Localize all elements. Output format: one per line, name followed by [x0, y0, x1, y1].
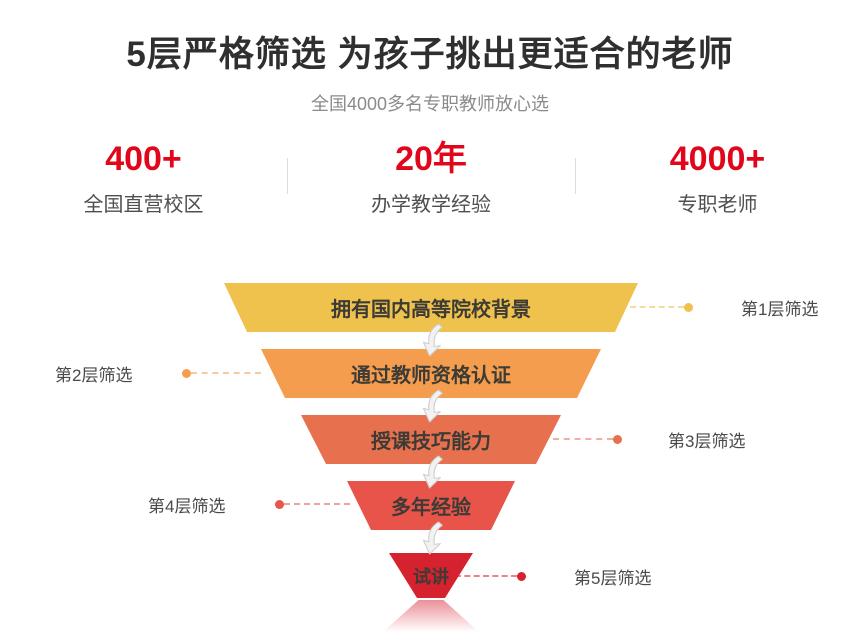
stat-campuses: 400+ 全国直营校区 [0, 138, 287, 217]
divider [287, 158, 288, 194]
down-arrow-icon [422, 455, 443, 489]
teacher-screening-funnel: 拥有国内高等院校背景 通过教师资格认证 授课技巧能力 多年经验 试讲 [224, 283, 638, 633]
connector-dot [613, 434, 622, 444]
down-arrow-icon [422, 323, 443, 357]
stage-label: 第4层筛选 [148, 496, 226, 516]
down-arrow-icon [422, 521, 443, 555]
funnel-reflection [383, 600, 479, 632]
stat-label: 专职老师 [677, 194, 758, 216]
connector-dot [275, 499, 285, 509]
connector-dash [553, 438, 613, 440]
funnel-layer-2: 通过教师资格认证 [261, 349, 601, 398]
funnel-layer-4: 多年经验 [347, 481, 515, 530]
stage-label: 第1层筛选 [741, 299, 819, 319]
connector-dot [517, 571, 526, 581]
funnel-layer-text: 拥有国内高等院校背景 [331, 299, 531, 321]
stage-badge-3: 第3层筛选 [553, 428, 746, 451]
divider [575, 158, 576, 194]
stat-experience: 20年 办学教学经验 [287, 138, 575, 217]
stat-value: 20年 [395, 140, 467, 178]
stage-badge-1: 第1层筛选 [630, 296, 819, 319]
stat-value: 400+ [105, 140, 182, 178]
stage-badge-5: 第5层筛选 [455, 565, 652, 588]
page-title: 5层严格筛选 为孩子挑出更适合的老师 [126, 35, 734, 74]
stage-label: 第3层筛选 [668, 431, 746, 451]
funnel-layer-text: 授课技巧能力 [371, 431, 491, 453]
funnel-layer-text: 通过教师资格认证 [351, 365, 511, 387]
stat-label: 全国直营校区 [83, 194, 204, 216]
funnel-layer-text: 试讲 [413, 566, 449, 587]
stat-label: 办学教学经验 [371, 194, 491, 216]
stage-badge-2: 第2层筛选 [55, 362, 262, 385]
page-subtitle: 全国4000多名专职教师放心选 [310, 94, 550, 114]
connector-dash [455, 575, 517, 577]
stat-teachers: 4000+ 专职老师 [575, 138, 860, 217]
funnel-layer-3: 授课技巧能力 [301, 415, 561, 464]
stage-label: 第2层筛选 [55, 365, 133, 385]
stats-row: 400+ 全国直营校区 20年 办学教学经验 4000+ 专职老师 [0, 138, 860, 217]
stage-badge-4: 第4层筛选 [148, 493, 351, 516]
stage-label: 第5层筛选 [574, 568, 652, 588]
connector-dash [630, 306, 684, 308]
funnel-layer-1: 拥有国内高等院校背景 [224, 283, 638, 332]
stat-value: 4000+ [669, 140, 766, 178]
connector-dot [182, 368, 192, 378]
connector-dot [684, 302, 693, 312]
connector-dash [284, 503, 351, 505]
funnel-layer-text: 多年经验 [391, 497, 471, 519]
connector-dash [191, 372, 262, 374]
down-arrow-icon [422, 389, 443, 423]
